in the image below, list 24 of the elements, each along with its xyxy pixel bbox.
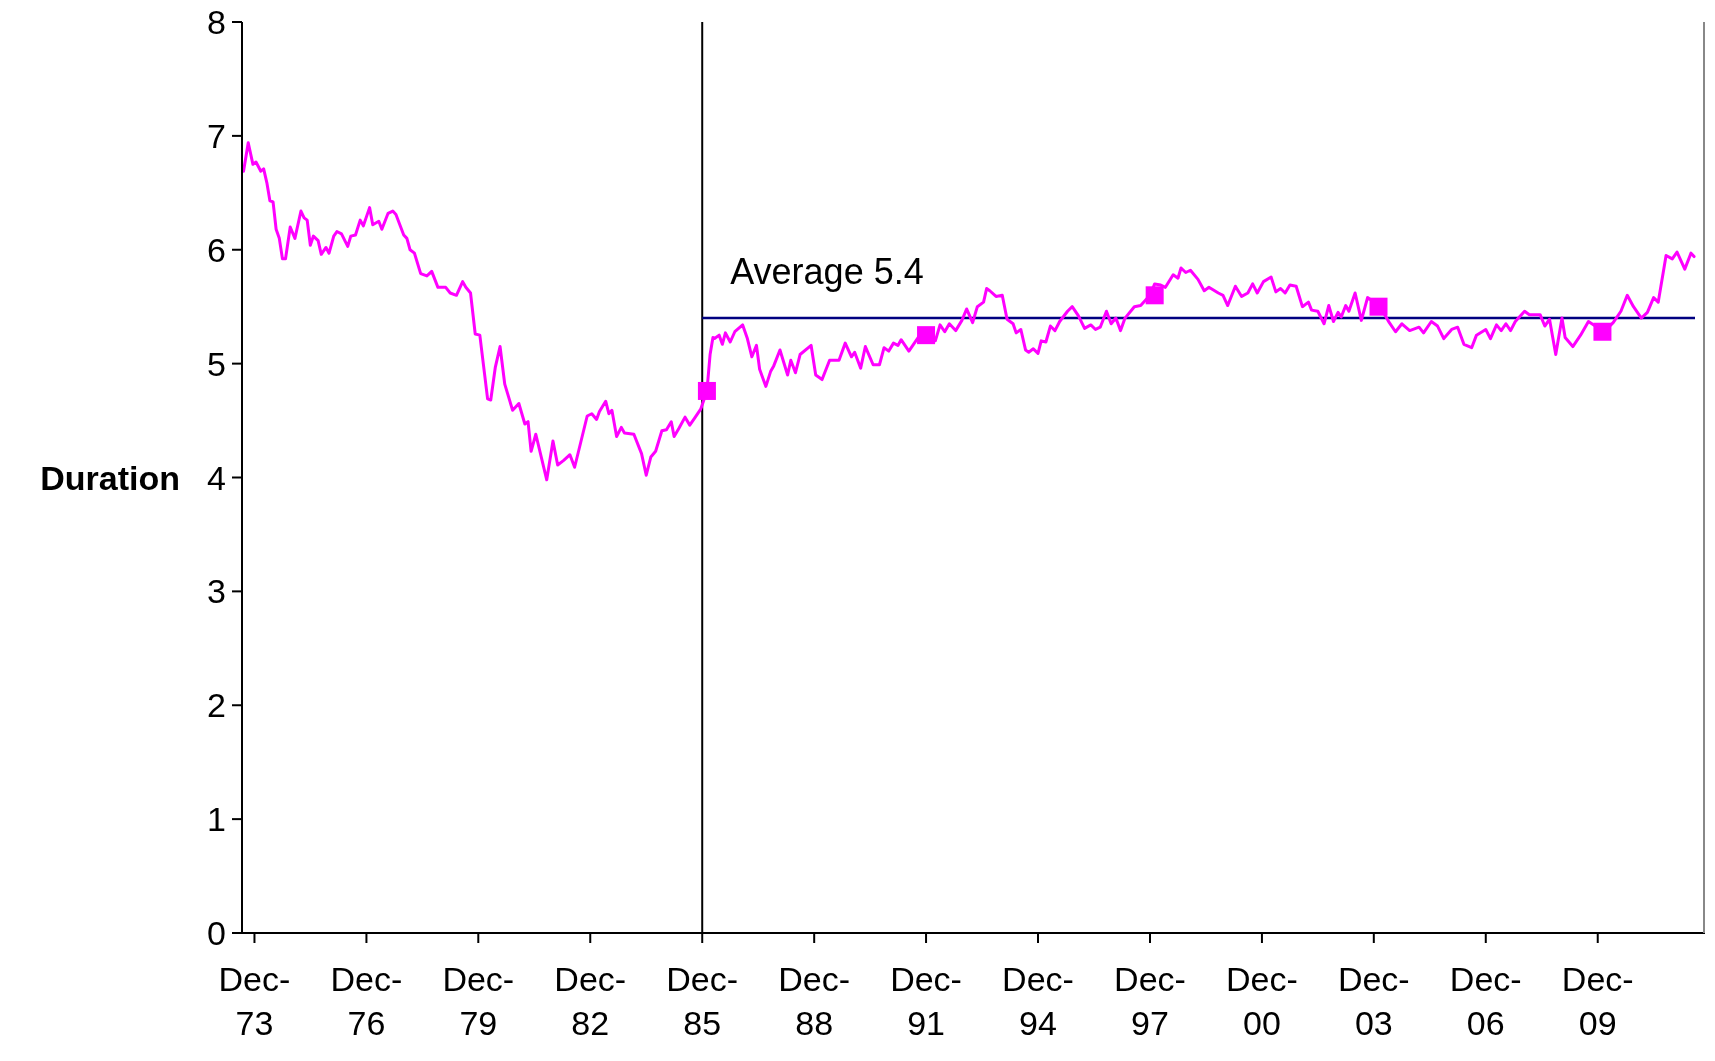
y-tick-label: 5 [207, 344, 226, 383]
x-tick-label: Dec-73 [218, 960, 291, 1042]
y-tick-label: 6 [207, 230, 226, 269]
y-tick-label: 8 [207, 3, 226, 41]
y-tick-label: 0 [207, 914, 226, 952]
y-tick-label: 1 [207, 800, 226, 839]
x-tick-label: Dec-09 [1561, 960, 1634, 1042]
x-tick-label: Dec-06 [1449, 960, 1522, 1042]
x-tick-label: Dec-03 [1337, 960, 1410, 1042]
y-axis-title: Duration [40, 458, 180, 497]
y-tick-label: 7 [207, 116, 226, 155]
x-tick-label: Dec-00 [1226, 960, 1298, 1042]
x-tick-label: Dec-76 [330, 960, 403, 1042]
x-tick-label: Dec-88 [778, 960, 851, 1042]
x-tick-label: Dec-94 [1002, 960, 1074, 1042]
x-tick-label: Dec-97 [1114, 960, 1186, 1042]
y-tick-label: 4 [207, 458, 226, 497]
x-tick-label: Dec-85 [666, 960, 739, 1042]
x-tick-label: Dec-82 [554, 960, 627, 1042]
x-tick-label: Dec-91 [890, 960, 962, 1042]
x-tick-label: Dec-79 [442, 960, 515, 1042]
ref-line-label: Average 5.4 [730, 251, 924, 293]
y-tick-label: 2 [207, 686, 226, 725]
y-tick-label: 3 [207, 572, 226, 611]
